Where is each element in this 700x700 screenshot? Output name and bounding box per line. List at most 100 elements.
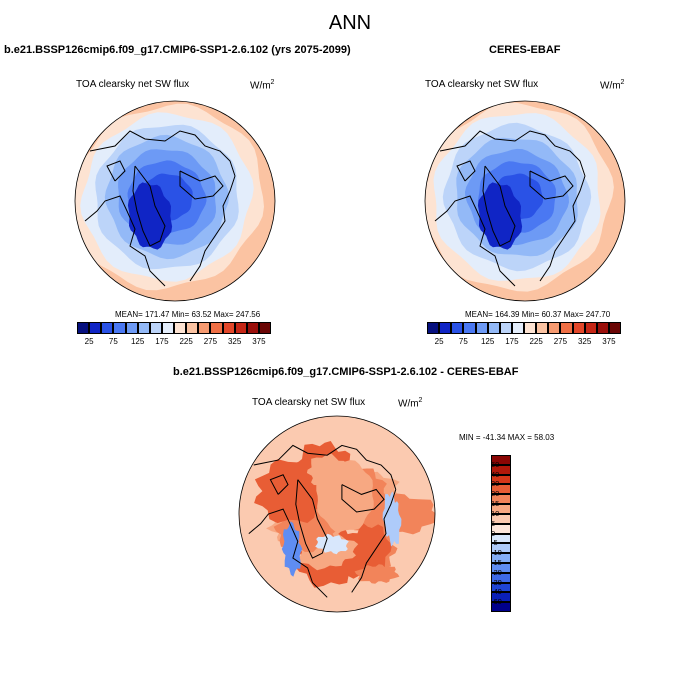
colorbar-tick-label: 5 [491,518,496,528]
coastline [84,195,166,287]
colorbar-tick-label: -60 [491,597,502,607]
map-field-1 [75,101,275,301]
colorbar-tick-label: 0 [491,528,496,538]
colorbar-tick-label: 60 [491,459,500,469]
coastline [106,160,126,182]
coastline [295,479,328,559]
colorbar-tick-label: 375 [602,337,616,346]
colorbar-swatch [491,513,511,524]
colorbar-tick-label: 375 [252,337,266,346]
colorbar-swatch [491,592,511,603]
panel-3-stats: MIN = -41.34 MAX = 58.03 [459,433,555,442]
colorbar-tick-label: 75 [108,337,118,346]
colorbar-swatch [246,322,259,334]
colorbar-tick-label: -10 [491,548,502,558]
colorbar-swatch [491,553,511,563]
colorbar-swatch [491,484,511,495]
coastline [248,508,328,598]
panel-1-title: b.e21.BSSP126cmip6.f09_g17.CMIP6-SSP1-2.… [4,44,351,56]
colorbar-tick-label: 40 [491,469,500,479]
greenland-low-band [127,182,173,250]
coastline [529,170,574,200]
colorbar-swatch [491,474,511,485]
colorbar-swatch [113,322,126,334]
colorbar-swatch [491,464,511,475]
colorbar-swatch [511,322,524,334]
panel-3-variable: TOA clearsky net SW flux [252,397,366,408]
colorbar-swatch [161,322,174,334]
panel-3-units: W/m2 [398,397,423,410]
colorbar-swatch [234,322,247,334]
colorbar-swatch [491,543,511,554]
colorbar-swatch [125,322,138,334]
map-outline [238,415,436,613]
colorbar-tick-label: -30 [491,577,502,587]
colorbar-tick-label: 275 [203,337,218,346]
colorbar-swatch [427,322,440,334]
map-outline [74,100,276,302]
colorbar-swatch [491,572,511,583]
coastline [434,195,516,287]
map-field-3 [239,416,435,612]
colorbar-swatch [536,322,549,334]
colorbar-tick-label: 25 [434,337,444,346]
colorbar-swatch [149,322,162,334]
colorbar-swatch [491,504,511,514]
colorbar-tick-label: -40 [491,587,502,597]
coastline [341,484,385,513]
colorbar-tick-label: 275 [553,337,568,346]
coastline [132,165,166,247]
page-title: ANN [328,12,372,34]
coastline [253,444,397,490]
colorbar-tick-label: -20 [491,567,502,577]
panel-2-title: CERES-EBAF [489,44,561,56]
colorbar-swatch [487,322,500,334]
map-field-2 [425,101,625,301]
colorbar-swatch [222,322,235,334]
colorbar-tick-label: 10 [491,508,500,518]
greenland-low-band [477,182,523,250]
colorbar-swatch [258,322,271,334]
colorbar-swatch [186,322,199,334]
panel-2-stats: MEAN= 164.39 Min= 60.37 Max= 247.70 [465,310,611,319]
colorbar-swatch [584,322,597,334]
colorbar-swatch [499,322,512,334]
colorbar-swatch [608,322,621,334]
colorbar-tick-label: 25 [84,337,94,346]
colorbar-tick-label: -5 [491,538,498,548]
colorbar-swatch [475,322,488,334]
colorbar-tick-label: 325 [227,337,242,346]
colorbar-tick-label: 125 [480,337,495,346]
coastline [351,489,397,593]
panel-1-stats: MEAN= 171.47 Min= 63.52 Max= 247.56 [115,310,261,319]
colorbar-swatch [89,322,102,334]
diff-band-negative [281,521,303,577]
colorbar-tick-label: 30 [491,479,500,489]
diff-band-positive [316,460,374,532]
colorbar-swatch [596,322,609,334]
coastline [456,160,476,182]
colorbar-swatch [463,322,476,334]
colorbar-swatch [198,322,211,334]
colorbar-swatch [548,322,561,334]
coastline [269,474,289,495]
coastline [439,130,586,177]
panel-1-variable: TOA clearsky net SW flux [76,79,190,90]
panel-1-units: W/m2 [250,79,275,92]
colorbar-swatch [101,322,114,334]
colorbar-swatch [491,602,511,612]
colorbar-swatch [491,582,511,593]
colorbar-tick-label: 175 [155,337,169,346]
colorbar-tick-label: 175 [505,337,519,346]
colorbar-tick-label: 125 [130,337,145,346]
colorbar-tick-label: 15 [491,499,500,509]
colorbar-tick-label: 75 [458,337,468,346]
panel-2-units: W/m2 [600,79,625,92]
colorbar-swatch [560,322,573,334]
colorbar-swatch [439,322,452,334]
coastline [482,165,516,247]
diff-band-positive [354,564,400,584]
colorbar-swatch [491,562,511,573]
colorbar-swatch [137,322,150,334]
